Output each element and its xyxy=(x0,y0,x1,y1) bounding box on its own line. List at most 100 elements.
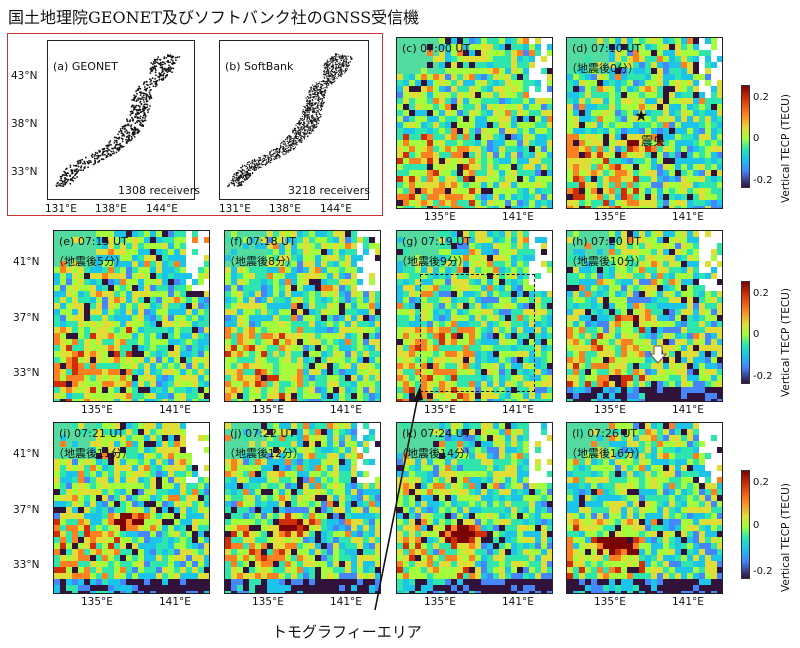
panel-time-label: (i) 07:21 UT xyxy=(59,427,125,440)
colorbar-label: Vertical TECP (TECU) xyxy=(780,483,792,592)
x-tick-label: 141°E xyxy=(672,404,704,416)
tec-map-panel xyxy=(224,230,381,402)
x-tick-label: 138°E xyxy=(95,203,127,215)
x-tick-label: 144°E xyxy=(146,203,178,215)
receiver-dots xyxy=(55,54,181,188)
colorbar-tick: 0 xyxy=(753,520,760,531)
panel-note: （地震後5分） xyxy=(53,255,126,268)
panel-time-label: (e) 07:15 UT xyxy=(59,235,128,248)
tec-map-texture xyxy=(567,231,722,401)
tomography-pointer-arrow xyxy=(374,386,423,611)
tec-map-panel xyxy=(566,422,723,594)
panel-note: （地震後9分） xyxy=(396,255,469,268)
colorbar xyxy=(741,470,750,579)
receiver-map-softbank xyxy=(219,40,369,200)
y-tick-label: 33°N xyxy=(13,559,40,571)
y-tick-label: 38°N xyxy=(11,118,38,130)
panel-time-label: (j) 07:22 UT xyxy=(230,427,296,440)
x-tick-label: 141°E xyxy=(330,404,362,416)
panel-note: （地震後16分） xyxy=(566,447,646,460)
epicenter-label: 震央 xyxy=(641,134,666,148)
x-tick-label: 141°E xyxy=(159,596,191,608)
colorbar-label: Vertical TECP (TECU) xyxy=(780,288,792,397)
x-tick-label: 135°E xyxy=(252,596,284,608)
x-tick-label: 141°E xyxy=(330,596,362,608)
colorbar-tick: 0.2 xyxy=(753,288,769,299)
receiver-map-geonet xyxy=(47,40,195,200)
figure-title: 国土地理院GEONET及びソフトバンク社のGNSS受信機 xyxy=(8,8,420,27)
colorbar-tick: 0.2 xyxy=(753,477,769,488)
x-tick-label: 135°E xyxy=(424,211,456,223)
epicenter-star-icon: ★ xyxy=(634,106,649,125)
receiver-map-label: (b) SoftBank xyxy=(225,60,294,73)
tec-map-texture xyxy=(225,423,380,593)
tec-map-texture xyxy=(397,38,552,208)
colorbar-tick: 0 xyxy=(753,329,760,340)
down-arrow-icon xyxy=(649,345,667,364)
panel-time-label: (k) 07:24 UT xyxy=(402,427,471,440)
colorbar-tick: 0.2 xyxy=(753,92,769,103)
receiver-count: 3218 receivers xyxy=(288,184,370,197)
colorbar-tick: -0.2 xyxy=(753,175,773,186)
receiver-map-label: (a) GEONET xyxy=(53,60,118,73)
tec-map-texture xyxy=(225,231,380,401)
panel-time-label: (h) 07:20 UT xyxy=(572,235,642,248)
panel-note: （地震後11分） xyxy=(53,447,133,460)
y-tick-label: 41°N xyxy=(13,448,40,460)
x-tick-label: 135°E xyxy=(594,211,626,223)
panel-note: （地震後14分） xyxy=(396,447,476,460)
panel-time-label: (d) 07:10 UT xyxy=(572,42,642,55)
panel-time-label: (c) 07:00 UT xyxy=(402,42,471,55)
panel-time-label: (g) 07:19 UT xyxy=(402,235,472,248)
colorbar-tick: -0.2 xyxy=(753,566,773,577)
tec-map-panel xyxy=(566,37,723,209)
tomography-area-box xyxy=(420,274,535,392)
panel-note: （地震後8分） xyxy=(224,255,297,268)
x-tick-label: 141°E xyxy=(502,596,534,608)
x-tick-label: 141°E xyxy=(672,596,704,608)
panel-note: （地震後10分） xyxy=(566,255,646,268)
panel-time-label: (l) 07:26 UT xyxy=(572,427,638,440)
x-tick-label: 141°E xyxy=(159,404,191,416)
tec-map-texture xyxy=(567,38,722,208)
x-tick-label: 135°E xyxy=(81,596,113,608)
x-tick-label: 138°E xyxy=(269,203,301,215)
x-tick-label: 135°E xyxy=(424,404,456,416)
x-tick-label: 141°E xyxy=(502,211,534,223)
x-tick-label: 135°E xyxy=(424,596,456,608)
tomography-area-label: トモグラフィーエリア xyxy=(272,623,422,641)
panel-note: （地震後12分） xyxy=(224,447,304,460)
tec-map-texture xyxy=(397,423,552,593)
panel-time-label: (f) 07:18 UT xyxy=(230,235,296,248)
tec-map-panel xyxy=(224,422,381,594)
tec-map-panel xyxy=(566,230,723,402)
x-tick-label: 141°E xyxy=(502,404,534,416)
x-tick-label: 135°E xyxy=(594,404,626,416)
y-tick-label: 33°N xyxy=(11,166,38,178)
colorbar xyxy=(741,281,750,384)
x-tick-label: 135°E xyxy=(81,404,113,416)
y-tick-label: 37°N xyxy=(13,312,40,324)
tec-map-panel xyxy=(53,230,210,402)
colorbar-tick: 0 xyxy=(753,133,760,144)
tec-map-panel xyxy=(53,422,210,594)
y-tick-label: 37°N xyxy=(13,504,40,516)
receiver-maps-frame xyxy=(7,33,383,216)
tec-map-panel xyxy=(396,422,553,594)
tec-map-panel xyxy=(396,37,553,209)
y-tick-label: 41°N xyxy=(13,256,40,268)
colorbar xyxy=(741,85,750,188)
x-tick-label: 141°E xyxy=(672,211,704,223)
receiver-count: 1308 receivers xyxy=(118,184,200,197)
panel-note: （地震後0分） xyxy=(566,62,639,75)
receiver-dots xyxy=(226,53,353,187)
colorbar-label: Vertical TECP (TECU) xyxy=(780,94,792,203)
x-tick-label: 144°E xyxy=(320,203,352,215)
colorbar-tick: -0.2 xyxy=(753,371,773,382)
tec-map-texture xyxy=(54,231,209,401)
x-tick-label: 131°E xyxy=(219,203,251,215)
tec-map-panel xyxy=(396,230,553,402)
x-tick-label: 135°E xyxy=(252,404,284,416)
y-tick-label: 33°N xyxy=(13,367,40,379)
tec-map-texture xyxy=(54,423,209,593)
